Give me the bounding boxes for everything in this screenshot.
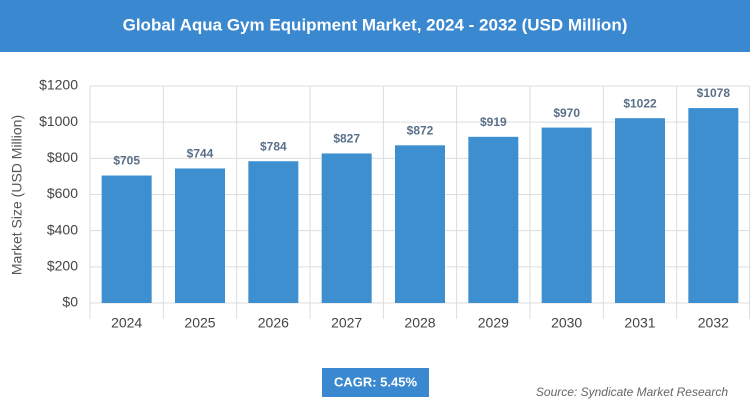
bar: [395, 145, 445, 303]
bar: [541, 127, 592, 303]
data-label: $872: [407, 123, 434, 137]
data-label: $1022: [623, 96, 657, 110]
data-label: $705: [113, 154, 140, 168]
cagr-label: CAGR: 5.45%: [334, 374, 418, 389]
bar: [688, 108, 739, 303]
x-tick-label: 2032: [698, 315, 729, 331]
data-label: $1078: [697, 86, 731, 100]
bar: [101, 175, 152, 303]
x-tick-label: 2029: [478, 315, 509, 331]
x-tick-label: 2026: [258, 315, 289, 331]
y-tick-label: $400: [47, 221, 78, 237]
x-tick-label: 2027: [331, 315, 362, 331]
x-tick-label: 2030: [551, 315, 582, 331]
bar: [321, 153, 372, 303]
x-tick-label: 2025: [184, 315, 215, 331]
data-label: $744: [187, 147, 214, 161]
chart-title: Global Aqua Gym Equipment Market, 2024 -…: [123, 15, 628, 34]
bar: [175, 168, 225, 303]
y-tick-label: $800: [47, 149, 78, 165]
data-label: $784: [260, 139, 287, 153]
y-tick-label: $1200: [39, 77, 78, 93]
bar: [468, 136, 519, 303]
x-tick-label: 2024: [111, 315, 142, 331]
source: Source: Syndicate Market Research: [536, 385, 728, 399]
y-axis-label: Market Size (USD Million): [9, 115, 25, 275]
bar: [248, 161, 299, 303]
data-label: $970: [553, 106, 580, 120]
cagr-badge: [322, 368, 429, 397]
y-tick-label: $0: [62, 294, 78, 310]
data-label: $827: [333, 132, 360, 146]
bar: [615, 118, 665, 304]
y-tick-label: $600: [47, 185, 78, 201]
data-label: $919: [480, 115, 507, 129]
y-tick-label: $200: [47, 258, 78, 274]
x-tick-label: 2031: [624, 315, 655, 331]
title-bar: [0, 0, 750, 52]
y-tick-label: $1000: [39, 113, 78, 129]
x-tick-label: 2028: [404, 315, 435, 331]
